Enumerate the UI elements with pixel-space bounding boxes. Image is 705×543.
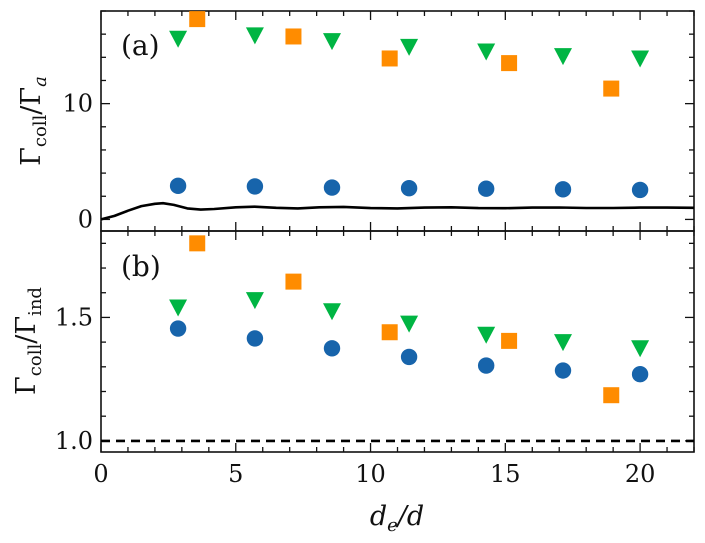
data-point-triangle xyxy=(631,50,650,68)
data-point-square xyxy=(285,28,302,45)
data-point-triangle xyxy=(245,27,264,45)
data-point-circle xyxy=(169,320,187,337)
data-point-triangle xyxy=(477,43,496,61)
data-point-square xyxy=(603,80,620,97)
data-point-square xyxy=(381,50,398,67)
panel-b-label: (b) xyxy=(121,250,161,283)
data-point-circle xyxy=(554,362,572,379)
data-point-triangle xyxy=(169,30,188,48)
y-tick-label: 10 xyxy=(62,90,93,118)
x-tick-label: 20 xyxy=(625,460,656,488)
y-tick-label: 1.0 xyxy=(55,427,93,455)
data-point-triangle xyxy=(169,299,188,317)
data-point-circle xyxy=(400,179,418,197)
data-point-triangle xyxy=(631,340,650,358)
x-tick-label: 5 xyxy=(228,460,243,488)
data-point-triangle xyxy=(400,38,419,56)
data-point-square xyxy=(501,332,518,349)
series-line xyxy=(100,201,695,221)
panel-b: 1.0 1.5 (b) Γcoll/Γind xyxy=(11,230,695,455)
data-point-circle xyxy=(246,330,264,347)
panel-b-ylabel: Γcoll/Γind xyxy=(11,287,46,395)
data-point-triangle xyxy=(323,33,342,51)
data-point-triangle xyxy=(245,292,264,310)
data-point-circle xyxy=(400,348,418,366)
data-point-circle xyxy=(323,340,341,357)
data-point-square xyxy=(501,55,518,72)
data-point-triangle xyxy=(554,334,573,352)
data-point-circle xyxy=(477,180,495,197)
data-point-square xyxy=(603,387,620,404)
data-point-circle xyxy=(477,357,495,374)
data-point-circle xyxy=(323,179,341,196)
y-tick-label: 1.5 xyxy=(55,303,93,331)
panel-a: 0 10 (a) Γcoll/Γa xyxy=(16,10,695,233)
data-point-triangle xyxy=(554,48,573,66)
data-point-circle xyxy=(246,178,264,195)
data-point-square xyxy=(189,235,206,252)
panel-a-ylabel: Γcoll/Γa xyxy=(16,76,51,166)
data-point-circle xyxy=(631,366,649,383)
panel-b-data xyxy=(101,235,694,443)
panel-b-ticks: 1.0 1.5 xyxy=(55,231,695,455)
data-point-square xyxy=(285,273,302,290)
panel-b-frame xyxy=(100,230,695,453)
data-point-circle xyxy=(169,177,187,195)
data-point-circle xyxy=(554,181,572,198)
x-tick-label: 0 xyxy=(93,460,108,488)
data-point-circle xyxy=(631,181,649,199)
panel-a-data xyxy=(100,11,695,221)
data-point-square xyxy=(381,324,398,341)
x-tick-label: 10 xyxy=(355,460,386,488)
data-point-triangle xyxy=(400,315,419,333)
data-point-square xyxy=(189,11,206,28)
y-tick-label: 0 xyxy=(78,205,93,233)
x-axis-label: de/d xyxy=(370,501,424,536)
panel-a-frame xyxy=(100,10,695,232)
data-point-triangle xyxy=(323,303,342,321)
panel-a-ticks: 0 10 xyxy=(62,10,695,233)
x-axis-ticks: 0 5 10 15 20 xyxy=(93,460,655,488)
x-tick-label: 15 xyxy=(490,460,521,488)
panel-a-label: (a) xyxy=(121,29,160,62)
data-point-triangle xyxy=(477,326,496,344)
